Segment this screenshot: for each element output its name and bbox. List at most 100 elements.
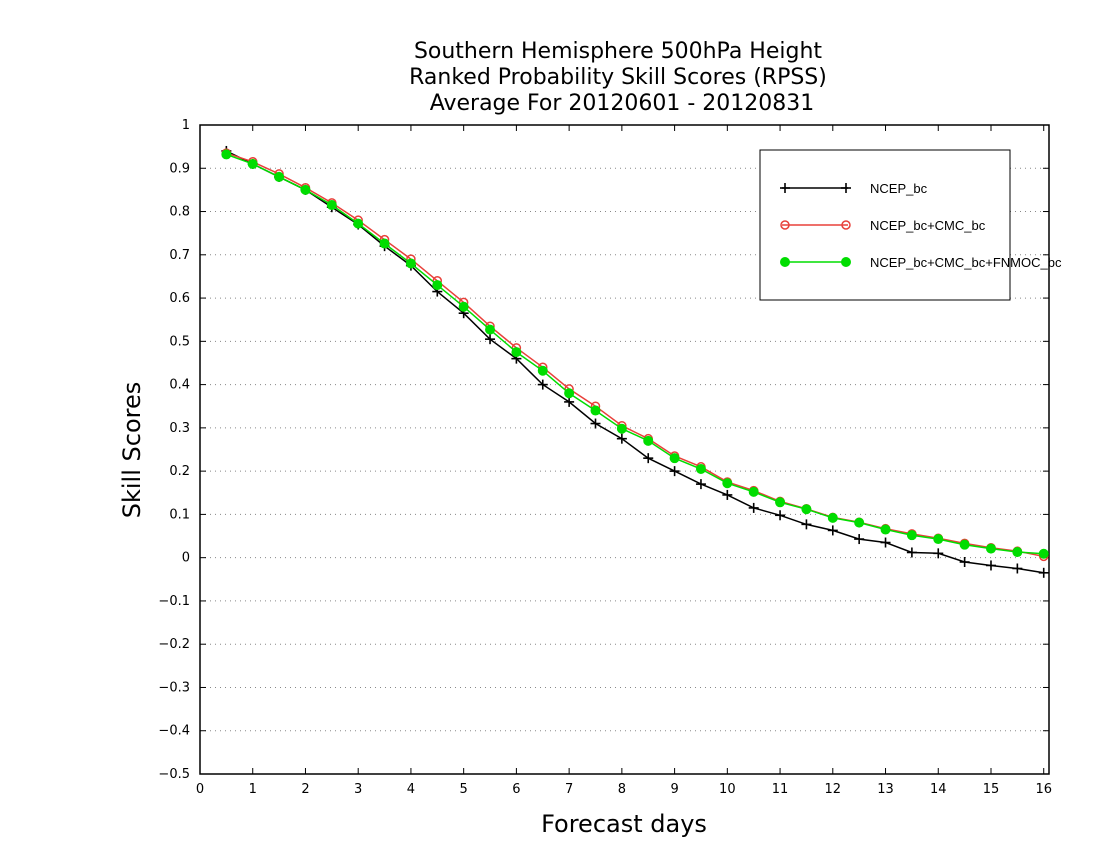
series-layer [221, 145, 1049, 578]
data-point [880, 537, 891, 548]
data-point [643, 453, 654, 464]
data-point [985, 543, 996, 554]
y-tick-label: 0.7 [169, 248, 190, 263]
y-tick-label: 0.9 [169, 161, 190, 176]
data-point [775, 497, 786, 508]
chart-title-line-3: Average For 20120601 - 20120831 [430, 91, 815, 116]
data-point [590, 418, 601, 429]
y-tick-label: 0 [182, 551, 190, 566]
data-point [379, 238, 390, 249]
data-point [748, 502, 759, 513]
x-axis: 0 1 2 3 4 5 6 7 8 9 10 11 12 13 14 15 16 [196, 125, 1052, 797]
legend-item-2: NCEP_bc+CMC_bc [780, 218, 986, 233]
y-tick-label: 1 [182, 118, 190, 133]
x-tick-label: 15 [983, 782, 1000, 797]
plot-frame [199, 124, 1050, 775]
data-point [221, 149, 232, 160]
chart-title: Southern Hemisphere 500hPa Height Ranked… [409, 39, 827, 116]
data-point [959, 556, 970, 567]
y-tick-label: 0.6 [169, 291, 190, 306]
x-axis-label: Forecast days [541, 810, 707, 838]
data-point [616, 433, 627, 444]
data-point [906, 547, 917, 558]
y-tick-label: −0.4 [158, 724, 190, 739]
y-tick-label: 0.5 [169, 334, 190, 349]
x-tick-label: 4 [407, 782, 415, 797]
data-point [564, 396, 575, 407]
data-point [933, 548, 944, 559]
series-3 [221, 149, 1049, 559]
x-tick-label: 10 [719, 782, 736, 797]
data-point [695, 479, 706, 490]
data-point [827, 525, 838, 536]
data-point [274, 171, 285, 182]
y-tick-label: 0.2 [169, 464, 190, 479]
chart-title-line-2: Ranked Probability Skill Scores (RPSS) [409, 65, 827, 90]
data-point [458, 301, 469, 312]
x-tick-label: 13 [877, 782, 894, 797]
x-tick-label: 9 [670, 782, 678, 797]
y-tick-label: 0.3 [169, 421, 190, 436]
data-point [643, 435, 654, 446]
legend-label: NCEP_bc+CMC_bc+FNMOC_bc [870, 255, 1062, 270]
x-tick-label: 1 [249, 782, 257, 797]
y-tick-label: −0.3 [158, 680, 190, 695]
x-tick-label: 8 [618, 782, 626, 797]
x-tick-label: 14 [930, 782, 947, 797]
y-tick-label: −0.2 [158, 637, 190, 652]
legend-marker [841, 183, 851, 193]
data-point [511, 347, 522, 358]
chart-title-line-1: Southern Hemisphere 500hPa Height [414, 39, 822, 64]
x-tick-label: 2 [301, 782, 309, 797]
x-tick-label: 12 [825, 782, 842, 797]
data-point [854, 517, 865, 528]
data-point [748, 486, 759, 497]
legend-label: NCEP_bc [870, 181, 928, 196]
data-point [300, 184, 311, 195]
y-tick-label: −0.5 [158, 767, 190, 782]
data-point [485, 334, 496, 345]
data-point [1012, 563, 1023, 574]
x-tick-label: 16 [1035, 782, 1052, 797]
data-point [1038, 567, 1049, 578]
legend-marker [780, 257, 790, 267]
x-tick-label: 5 [460, 782, 468, 797]
data-point [669, 466, 680, 477]
data-point [985, 560, 996, 571]
x-tick-label: 6 [512, 782, 520, 797]
data-point [485, 324, 496, 335]
data-point [906, 530, 917, 541]
data-point [801, 519, 812, 530]
data-point [405, 258, 416, 269]
data-point [854, 534, 865, 545]
data-point [1012, 547, 1023, 558]
data-point [353, 218, 364, 229]
legend-marker [780, 220, 790, 230]
legend-marker [841, 220, 851, 230]
x-tick-label: 11 [772, 782, 789, 797]
legend-marker [780, 183, 790, 193]
data-point [801, 504, 812, 515]
data-point [722, 478, 733, 489]
y-axis-label: Skill Scores [118, 382, 146, 519]
data-point [695, 463, 706, 474]
data-point [669, 453, 680, 464]
y-tick-label: −0.1 [158, 594, 190, 609]
data-point [827, 512, 838, 523]
data-point [722, 489, 733, 500]
data-point [616, 423, 627, 434]
data-point [1038, 548, 1049, 559]
data-point [933, 534, 944, 545]
data-point [590, 405, 601, 416]
data-point [247, 158, 258, 169]
y-axis: −0.5 −0.4 −0.3 −0.2 −0.1 0 0.1 0.2 0.3 0.4 0.5 0.6 0… [158, 118, 1049, 782]
data-point [564, 388, 575, 399]
y-tick-label: 0.8 [169, 205, 190, 220]
data-point [432, 280, 443, 291]
legend: NCEP_bc NCEP_bc+CMC_bc NCEP_bc+CMC_bc+FNMO… [759, 149, 1062, 301]
x-tick-label: 7 [565, 782, 573, 797]
data-point [537, 379, 548, 390]
legend-marker [841, 257, 851, 267]
legend-item-3: NCEP_bc+CMC_bc+FNMOC_bc [780, 255, 1062, 270]
